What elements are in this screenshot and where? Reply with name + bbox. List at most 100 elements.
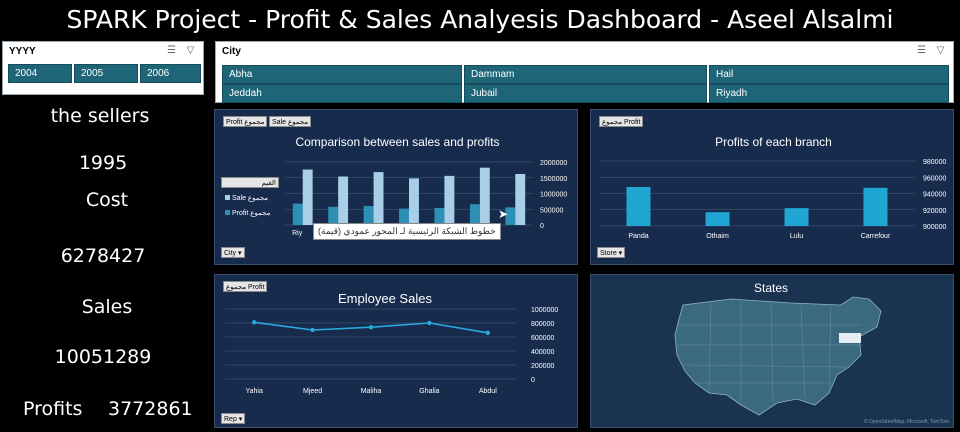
clear-filter-icon[interactable]: ▽ (186, 45, 195, 56)
city-slicer-header: City (222, 46, 241, 57)
x-tick-label: Riy (292, 230, 303, 237)
year-item-2006[interactable]: 2006 (140, 64, 201, 83)
sale-bar (373, 172, 384, 225)
legend-profit-label: Profit مجموع (231, 210, 271, 217)
x-tick-label: Othaim (706, 233, 729, 240)
multi-select-icon[interactable]: ☰ (167, 45, 176, 56)
y-tick-label: 200000 (531, 363, 554, 370)
city-item-jeddah[interactable]: Jeddah (222, 84, 462, 103)
legend-header: القيم (221, 177, 279, 188)
year-item-2005[interactable]: 2005 (74, 64, 138, 83)
y-tick-label: 400000 (531, 349, 554, 356)
comparison-chart-svg: 0 500000 1000000 1500000 2000000 Riy (285, 160, 567, 237)
profit-bar (505, 207, 516, 225)
branch-bar (626, 187, 651, 226)
employee-chart-title: Employee Sales (338, 291, 432, 306)
y-tick-label: 500000 (540, 207, 563, 214)
comparison-chart-panel[interactable]: Profit مجموع Sale مجموع Comparison betwe… (214, 109, 578, 265)
sellers-value: 1995 (78, 152, 128, 174)
branch-chart-svg: 900000 920000 940000 960000 980000 Panda Othai… (599, 159, 946, 240)
y-tick-label: 940000 (923, 192, 946, 199)
branch-chart-panel[interactable]: مجموع Profit Profits of each branch 9000… (590, 109, 954, 265)
x-tick-label: Mjeed (303, 388, 322, 395)
cost-value: 6278427 (60, 245, 146, 267)
year-item-2004[interactable]: 2004 (8, 64, 72, 83)
profit-bar (399, 208, 409, 225)
employee-profit-field-button[interactable]: مجموع Profit (223, 281, 268, 292)
states-map-title: States (753, 281, 789, 295)
y-tick-label: 960000 (923, 175, 946, 182)
x-tick-label: Lulu (790, 233, 803, 240)
sellers-label: the sellers (50, 105, 150, 127)
sale-bar (515, 173, 526, 225)
employee-point (485, 330, 490, 335)
branch-profit-field-button[interactable]: مجموع Profit (599, 116, 644, 127)
city-item-abha[interactable]: Abha (222, 65, 462, 84)
employee-chart-svg: 0 200000 400000 600000 800000 1000000 Yahia Mje… (225, 307, 558, 395)
x-tick-label: Panda (628, 233, 648, 240)
rep-axis-filter[interactable]: Rep ▾ (221, 413, 246, 424)
employee-point (310, 327, 315, 333)
city-item-riyadh[interactable]: Riyadh (709, 84, 949, 103)
profit-bar (469, 204, 480, 225)
clear-filter-icon[interactable]: ▽ (936, 45, 945, 56)
highlighted-state (839, 333, 861, 343)
city-item-hail[interactable]: Hail (709, 65, 949, 84)
profit-bar (363, 206, 374, 225)
y-tick-label: 800000 (531, 321, 554, 328)
sale-bar (338, 176, 349, 225)
x-tick-label: Carrefour (861, 233, 891, 240)
usa-outline (674, 296, 882, 416)
sale-bar (479, 167, 490, 225)
sales-value: 10051289 (54, 346, 152, 368)
cost-label: Cost (85, 189, 129, 211)
sale-bar (444, 175, 455, 225)
y-tick-label: 0 (540, 223, 544, 230)
store-axis-filter[interactable]: Store ▾ (597, 247, 626, 258)
branch-chart-title: Profits of each branch (715, 135, 832, 149)
usa-map[interactable]: © OpenStreetMap, Microsoft, TomTom (591, 275, 954, 428)
states-map-panel[interactable]: States © OpenStreetMap, Microsoft, TomTo… (590, 274, 954, 428)
y-tick-label: 1000000 (531, 307, 558, 314)
y-tick-label: 1000000 (540, 192, 567, 199)
legend-item-sale: Sale مجموع (225, 194, 268, 202)
y-tick-label: 980000 (923, 159, 946, 166)
employee-point (427, 320, 432, 326)
x-tick-label: Yahia (246, 388, 263, 395)
city-axis-filter[interactable]: City ▾ (221, 247, 245, 258)
year-slicer: YYYY ☰ ▽ 2004 2005 2006 (2, 41, 204, 95)
profits-value: 3772861 (108, 398, 193, 420)
map-attribution: © OpenStreetMap, Microsoft, TomTom (864, 418, 949, 425)
y-tick-label: 2000000 (540, 160, 567, 167)
profit-field-button[interactable]: Profit مجموع (223, 116, 268, 127)
sale-swatch (225, 195, 230, 200)
multi-select-icon[interactable]: ☰ (917, 45, 926, 56)
y-tick-label: 1500000 (540, 176, 567, 183)
city-slicer: City ☰ ▽ Abha Dammam Hail Jeddah Jubail … (215, 41, 954, 103)
x-tick-label: Abdul (479, 388, 497, 395)
employee-point (368, 325, 374, 330)
x-tick-label: Maliha (361, 388, 382, 395)
legend-sale-label: Sale مجموع (231, 195, 269, 202)
profit-bar (328, 206, 339, 225)
employee-point (252, 320, 257, 325)
sale-bar (302, 169, 313, 225)
store-axis-filter-label: Store (600, 250, 617, 257)
branch-bar (705, 212, 730, 226)
profit-bar (292, 203, 303, 225)
y-tick-label: 920000 (923, 208, 946, 215)
branch-bar (784, 208, 809, 226)
sales-label: Sales (81, 296, 133, 318)
employee-chart-panel[interactable]: مجموع Profit Employee Sales 0 200000 40000… (214, 274, 578, 428)
sale-field-button[interactable]: Sale مجموع (269, 116, 312, 127)
y-tick-label: 900000 (923, 224, 946, 231)
rep-axis-filter-label: Rep (224, 416, 237, 423)
y-tick-label: 0 (531, 377, 535, 384)
state-grid (677, 300, 863, 403)
year-slicer-header: YYYY (9, 46, 36, 57)
comparison-chart-title: Comparison between sales and profits (295, 135, 500, 149)
city-item-dammam[interactable]: Dammam (464, 65, 707, 84)
city-item-jubail[interactable]: Jubail (464, 84, 707, 103)
gridline-tooltip: خطوط الشبكة الرئيسية لـ المحور عمودي (قي… (313, 223, 501, 240)
